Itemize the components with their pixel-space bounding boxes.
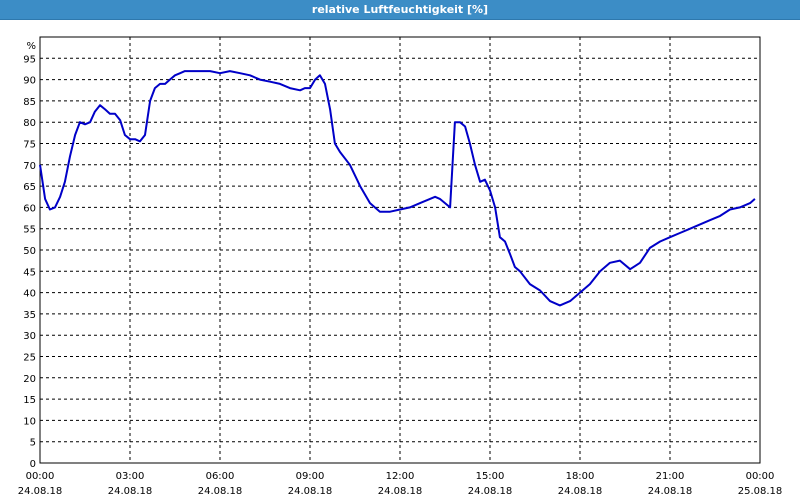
x-tick-date-label: 24.08.18 <box>198 486 243 497</box>
x-tick-date-label: 24.08.18 <box>18 486 63 497</box>
y-tick-label: 15 <box>23 395 36 406</box>
horizontal-grid <box>40 57 760 443</box>
x-tick-date-label: 24.08.18 <box>378 486 423 497</box>
x-tick-date-label: 24.08.18 <box>468 486 513 497</box>
y-tick-label: 80 <box>23 118 36 129</box>
y-tick-label: 35 <box>23 310 36 321</box>
x-tick-date-label: 24.08.18 <box>558 486 603 497</box>
plot-frame <box>39 36 761 464</box>
x-tick-time-label: 15:00 <box>476 471 505 482</box>
x-tick-date-label: 24.08.18 <box>288 486 333 497</box>
y-tick-label: 85 <box>23 97 36 108</box>
humidity-series-line <box>39 70 756 307</box>
y-tick-label: 60 <box>23 203 36 214</box>
y-tick-label: 20 <box>23 374 36 385</box>
x-tick-time-label: 06:00 <box>206 471 235 482</box>
y-tick-label: 25 <box>23 353 36 364</box>
y-tick-label: 55 <box>23 225 36 236</box>
x-tick-date-label: 24.08.18 <box>108 486 153 497</box>
y-axis-label: % <box>26 41 36 52</box>
x-tick-labels: 00:00 24.08.18 03:00 24.08.18 06:00 24.08.18 0… <box>18 471 783 497</box>
y-tick-label: 45 <box>23 267 36 278</box>
x-tick-time-label: 03:00 <box>116 471 145 482</box>
y-tick-label: 5 <box>30 438 36 449</box>
y-tick-labels: 0 5 10 15 20 25 30 35 40 45 50 55 60 65 70 75 80 85 90 95 <box>23 54 36 470</box>
y-tick-label: 95 <box>23 54 36 65</box>
x-tick-time-label: 18:00 <box>566 471 595 482</box>
chart-title: relative Luftfeuchtigkeit [%] <box>0 0 800 20</box>
y-tick-label: 70 <box>23 161 36 172</box>
x-tick-time-label: 21:00 <box>656 471 685 482</box>
y-tick-label: 90 <box>23 76 36 87</box>
x-tick-time-label: 12:00 <box>386 471 415 482</box>
x-tick-date-label: 24.08.18 <box>648 486 693 497</box>
y-tick-label: 40 <box>23 289 36 300</box>
y-tick-label: 65 <box>23 182 36 193</box>
y-tick-label: 10 <box>23 416 36 427</box>
y-tick-label: 30 <box>23 331 36 342</box>
y-tick-label: 50 <box>23 246 36 257</box>
x-tick-time-label: 09:00 <box>296 471 325 482</box>
x-tick-time-label: 00:00 <box>746 471 775 482</box>
y-tick-label: 0 <box>30 459 36 470</box>
y-tick-label: 75 <box>23 140 36 151</box>
x-tick-time-label: 00:00 <box>26 471 55 482</box>
x-tick-date-label: 25.08.18 <box>738 486 783 497</box>
